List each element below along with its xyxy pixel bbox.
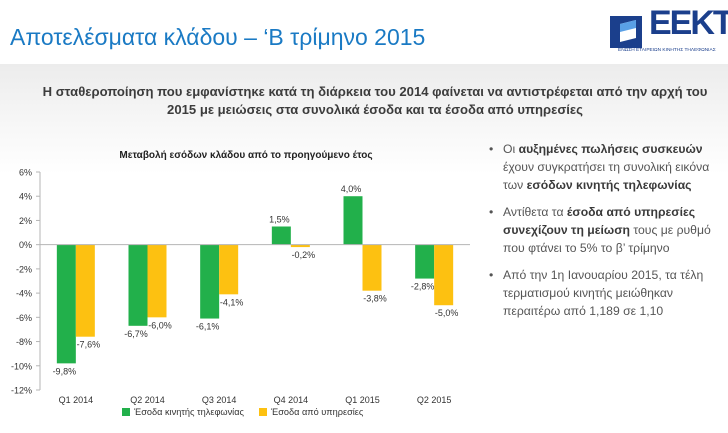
bullet-dot-icon: • xyxy=(489,268,494,282)
logo-mark-icon xyxy=(610,16,642,48)
bullet-text: Από την 1η Ιανουαρίου 2015, τα τέλη τερμ… xyxy=(503,268,704,318)
x-tick-label: Q2 2014 xyxy=(130,395,165,405)
bar-service-revenue xyxy=(362,244,382,291)
x-tick-label: Q3 2014 xyxy=(202,395,237,405)
chart-plot: 6% 4% 2% 0% -2% -4% -6% -8% -10% -12% -9,8% -7,6% Q1… xyxy=(11,168,470,405)
x-tick-label: Q2 2015 xyxy=(417,395,452,405)
bar-data-label: -5,0% xyxy=(435,308,459,318)
bullet-dot-icon: • xyxy=(489,205,494,219)
bar-mobile-revenue xyxy=(343,196,363,245)
bar-data-label: -6,1% xyxy=(196,322,220,332)
y-tick-label: -2% xyxy=(16,264,32,274)
y-tick-label: -4% xyxy=(16,289,32,299)
logo-text: ΕΕΚΤ xyxy=(649,4,728,42)
bullet-text: τους με ρυθμό που φτάνει το 5% το β’ τρί… xyxy=(503,223,711,255)
legend-label: Έσοδα από υπηρεσίες xyxy=(271,407,364,417)
bar-service-revenue xyxy=(147,244,167,318)
legend-swatch xyxy=(122,408,130,416)
slide-title: Αποτελέσματα κλάδου – ‘Β τρίμηνο 2015 xyxy=(10,24,426,50)
x-tick-label: Q4 2014 xyxy=(274,395,309,405)
bullet-text: Οι xyxy=(503,142,519,156)
bar-data-label: 4,0% xyxy=(341,184,362,194)
y-tick-label: -12% xyxy=(11,386,32,396)
bar-mobile-revenue xyxy=(415,244,435,279)
bar-mobile-revenue xyxy=(271,226,291,245)
bar-data-label: -7,6% xyxy=(77,340,101,350)
slide-subtitle: Η σταθεροποίηση που εμφανίστηκε κατά τη … xyxy=(42,84,708,117)
bar-mobile-revenue xyxy=(56,244,76,364)
chart-title: Μεταβολή εσόδων κλάδου από το προηγούμεν… xyxy=(119,150,373,161)
bar-service-revenue xyxy=(219,244,239,295)
bar-data-label: -6,0% xyxy=(148,320,172,330)
bar-data-label: -3,8% xyxy=(363,294,387,304)
y-tick-label: 2% xyxy=(19,216,32,226)
y-tick-label: -8% xyxy=(16,337,32,347)
bar-mobile-revenue xyxy=(128,244,148,326)
bullet-dot-icon: • xyxy=(489,142,494,156)
y-tick-label: -10% xyxy=(11,361,32,371)
y-tick-label: -6% xyxy=(16,313,32,323)
bar-data-label: -6,7% xyxy=(124,329,148,339)
logo-tagline: ΕΝΩΣΗ ΕΤΑΙΡΕΙΩΝ ΚΙΝΗΤΗΣ ΤΗΛΕΦΩΝΙΑΣ xyxy=(618,48,716,53)
bar-mobile-revenue xyxy=(200,244,220,319)
bar-data-label: -4,1% xyxy=(220,297,244,307)
bar-service-revenue xyxy=(290,244,310,248)
revenue-change-chart: Μεταβολή εσόδων κλάδου από το προηγούμεν… xyxy=(0,142,480,433)
bullet-emphasis: έσοδα από υπηρεσίες συνεχίζουν τη μείωση xyxy=(503,205,696,237)
bar-service-revenue xyxy=(434,244,454,306)
bullet-list: • Οι αυξημένες πωλήσεις συσκευών έχουν συ… xyxy=(487,140,719,329)
bar-data-label: -9,8% xyxy=(53,366,77,376)
bullet-item: • Αντίθετα τα έσοδα από υπηρεσίες συνεχίζ… xyxy=(487,203,719,257)
legend-label: Έσοδα κινητής τηλεφωνίας xyxy=(134,407,244,417)
legend-item: Έσοδα από υπηρεσίες xyxy=(259,407,363,417)
bullet-emphasis: αυξημένες πωλήσεις συσκευών xyxy=(518,142,703,156)
x-tick-label: Q1 2014 xyxy=(59,395,94,405)
legend-swatch xyxy=(259,408,267,416)
y-tick-label: 0% xyxy=(19,240,32,250)
bullet-text: Αντίθετα τα xyxy=(503,205,567,219)
bar-data-label: -0,2% xyxy=(292,250,316,260)
bar-service-revenue xyxy=(75,244,95,337)
bar-data-label: 1,5% xyxy=(269,215,290,225)
y-tick-label: 4% xyxy=(19,192,32,202)
content-panel: Η σταθεροποίηση που εμφανίστηκε κατά τη … xyxy=(0,64,728,433)
bullet-item: • Οι αυξημένες πωλήσεις συσκευών έχουν συ… xyxy=(487,140,719,194)
bar-data-label: -2,8% xyxy=(411,282,435,292)
bullet-item: • Από την 1η Ιανουαρίου 2015, τα τέλη τε… xyxy=(487,266,719,320)
bullet-text: έχουν συγκρατήσει τη συνολική εικόνα των xyxy=(503,160,710,192)
x-tick-label: Q1 2015 xyxy=(345,395,380,405)
legend-item: Έσοδα κινητής τηλεφωνίας xyxy=(122,407,244,417)
eekt-logo: ΕΕΚΤ ΕΝΩΣΗ ΕΤΑΙΡΕΙΩΝ ΚΙΝΗΤΗΣ ΤΗΛΕΦΩΝΙΑΣ xyxy=(608,4,728,58)
bullet-emphasis: εσόδων κινητής τηλεφωνίας xyxy=(526,178,692,192)
y-tick-label: 6% xyxy=(19,168,32,178)
